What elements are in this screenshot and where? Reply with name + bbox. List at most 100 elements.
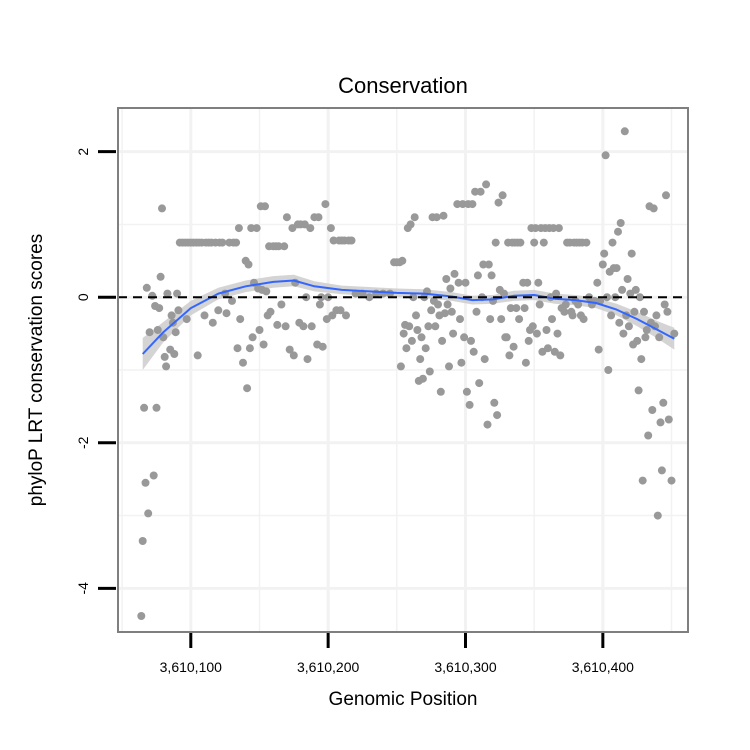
data-point <box>174 306 183 315</box>
data-point <box>289 351 298 360</box>
data-point <box>627 249 636 258</box>
data-point <box>326 224 335 233</box>
data-point <box>476 187 485 196</box>
data-point <box>234 224 243 233</box>
axes: 3,610,100 3,610,200 3,610,300 3,610,400 -4 -2… <box>75 148 634 675</box>
data-point <box>162 362 171 371</box>
data-point <box>516 238 525 247</box>
data-point <box>640 307 648 316</box>
data-point <box>306 224 315 233</box>
data-point <box>173 289 182 298</box>
data-point <box>424 322 433 331</box>
chart-title: Conservation <box>338 73 468 98</box>
y-axis-label: phyloP LRT conservation scores <box>26 234 47 507</box>
data-point <box>502 333 511 342</box>
data-point <box>303 355 312 364</box>
data-point <box>644 431 653 440</box>
data-point <box>436 387 445 396</box>
data-point <box>171 328 180 337</box>
data-point <box>243 384 252 393</box>
data-point <box>277 300 286 309</box>
data-point <box>594 345 603 354</box>
data-point <box>530 238 539 247</box>
data-point <box>660 300 669 309</box>
data-point <box>281 322 290 331</box>
data-point <box>167 311 176 320</box>
data-point <box>491 238 500 247</box>
x-tick-label: 3,610,400 <box>572 659 634 675</box>
smooth-line-layer <box>141 279 675 355</box>
data-point <box>554 224 563 233</box>
data-point <box>608 238 617 247</box>
data-point <box>285 345 294 354</box>
data-point <box>228 296 236 305</box>
data-point <box>662 191 670 200</box>
data-point <box>523 278 532 287</box>
data-point <box>425 367 434 376</box>
data-point <box>515 315 524 324</box>
data-point <box>314 213 323 222</box>
data-point <box>236 315 245 324</box>
data-point <box>318 342 327 351</box>
data-point <box>282 213 291 222</box>
data-point <box>620 127 629 136</box>
data-point <box>329 236 338 245</box>
data-point <box>193 351 202 360</box>
data-point <box>487 271 496 280</box>
confidence-ribbon <box>142 274 675 370</box>
data-point <box>549 224 558 233</box>
data-point <box>152 403 161 412</box>
data-point <box>252 224 261 233</box>
data-point <box>158 204 166 213</box>
data-point <box>509 342 518 351</box>
data-point <box>163 289 172 298</box>
data-point <box>574 300 583 309</box>
data-point <box>262 287 271 296</box>
data-point <box>616 219 625 227</box>
data-point <box>462 387 471 396</box>
data-point <box>560 307 569 316</box>
data-point <box>648 406 657 414</box>
y-tick-label: -2 <box>75 436 91 449</box>
data-point <box>552 289 561 298</box>
data-point <box>410 213 419 222</box>
data-point <box>472 307 481 316</box>
data-point <box>402 344 411 353</box>
data-point <box>439 211 448 220</box>
data-point <box>407 336 416 345</box>
data-point <box>446 284 455 293</box>
data-point <box>657 466 666 475</box>
data-point <box>245 344 254 353</box>
data-point <box>642 326 651 334</box>
data-point <box>412 311 420 320</box>
data-point <box>450 269 459 278</box>
data-point <box>233 344 242 353</box>
data-point <box>449 329 458 338</box>
data-point <box>399 329 408 338</box>
data-point <box>232 238 241 247</box>
y-tick-label: 2 <box>75 148 91 156</box>
data-point <box>208 318 217 327</box>
data-point <box>182 315 191 324</box>
data-point <box>641 333 650 342</box>
data-point <box>512 304 521 313</box>
data-point <box>618 285 627 294</box>
x-tick-label: 3,610,100 <box>160 659 222 675</box>
data-point <box>623 275 632 283</box>
data-point <box>607 311 616 320</box>
data-point <box>484 260 493 269</box>
data-point <box>153 326 162 334</box>
data-point <box>467 336 475 345</box>
data-point <box>299 322 308 331</box>
data-point <box>635 293 644 302</box>
data-point <box>266 307 275 316</box>
data-point <box>543 344 552 353</box>
data-point <box>664 415 673 424</box>
data-point <box>342 311 350 320</box>
data-point <box>548 315 556 324</box>
data-point <box>500 289 508 298</box>
data-point <box>656 418 665 427</box>
data-point <box>615 318 624 327</box>
data-point <box>542 326 551 334</box>
